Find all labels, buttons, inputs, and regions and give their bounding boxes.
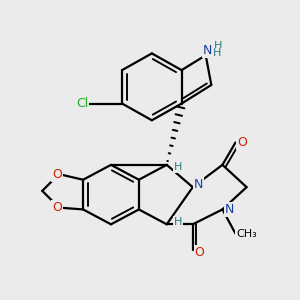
Text: H: H — [174, 217, 182, 227]
Text: H: H — [213, 41, 222, 51]
Text: N: N — [203, 44, 212, 57]
Text: O: O — [52, 168, 62, 181]
Text: O: O — [237, 136, 247, 149]
Text: O: O — [52, 201, 62, 214]
Text: N: N — [194, 178, 203, 191]
Text: N: N — [224, 203, 234, 216]
Text: Cl: Cl — [76, 97, 88, 110]
Text: H: H — [174, 163, 182, 172]
Text: H: H — [213, 48, 221, 59]
Text: O: O — [194, 246, 204, 259]
Text: CH₃: CH₃ — [236, 229, 257, 238]
